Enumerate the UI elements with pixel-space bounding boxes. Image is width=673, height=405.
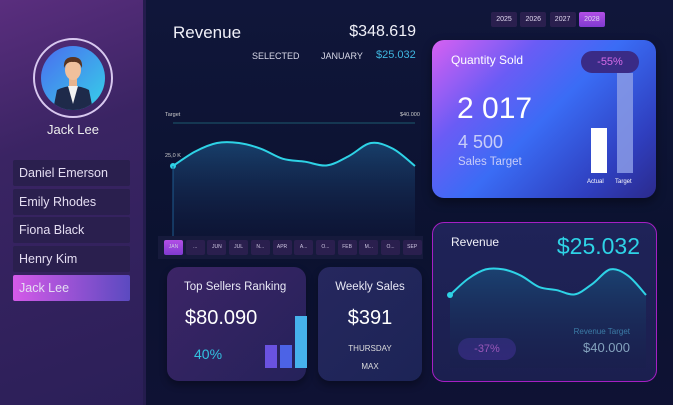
- revenue-card: Revenue $25.032 -37% Revenue Target $40.…: [432, 222, 657, 382]
- month-button[interactable]: SEP: [402, 240, 422, 255]
- top-sellers-card: Top Sellers Ranking $80.090 40%: [167, 267, 307, 381]
- weekly-value: $391: [347, 307, 393, 329]
- ranking-bar: [295, 316, 307, 368]
- quantity-sold-card: Quantity Sold -55% 2 017 4 500 Sales Tar…: [432, 40, 656, 198]
- month-button[interactable]: N...: [250, 240, 270, 255]
- weekly-day: THURSDAY: [348, 344, 392, 353]
- month-button[interactable]: JUN: [207, 240, 227, 255]
- revenue-card-title: Revenue: [451, 235, 500, 249]
- sidebar-person-item[interactable]: Henry Kim: [13, 246, 130, 273]
- revenue-trend-line: [172, 141, 416, 167]
- top-sellers-percent: 40%: [194, 346, 223, 362]
- month-button[interactable]: A...: [294, 240, 314, 255]
- revenue-badge: -37%: [458, 338, 516, 360]
- revenue-target-label: Revenue Target: [573, 327, 630, 336]
- avatar: [33, 38, 113, 118]
- month-button[interactable]: JAN: [164, 240, 183, 255]
- top-sellers-title: Top Sellers Ranking: [184, 281, 287, 293]
- target-bar: [617, 73, 633, 173]
- weekly-max-label: MAX: [361, 362, 379, 371]
- month-button[interactable]: O...: [381, 240, 400, 255]
- sidebar-person-item[interactable]: Fiona Black: [13, 217, 130, 244]
- target-value: $40.000: [400, 112, 420, 118]
- month-button[interactable]: APR: [272, 240, 292, 255]
- selected-month-value: $25.032: [376, 49, 416, 61]
- year-button[interactable]: 2027: [549, 12, 576, 27]
- weekly-title: Weekly Sales: [335, 281, 405, 293]
- user-name: Jack Lee: [46, 122, 100, 137]
- month-button[interactable]: ...: [185, 240, 205, 255]
- selected-label: SELECTED: [252, 51, 300, 61]
- quantity-badge: -55%: [581, 51, 639, 73]
- ranking-bar: [265, 344, 277, 368]
- selected-month: JANUARY: [321, 51, 363, 61]
- year-button[interactable]: 2025: [491, 12, 517, 27]
- revenue-target-value: $40.000: [583, 340, 630, 355]
- sidebar-person-item[interactable]: Daniel Emerson: [13, 160, 130, 186]
- month-button[interactable]: O...: [315, 240, 335, 255]
- target-bar-label: Target: [615, 179, 632, 185]
- quantity-title: Quantity Sold: [451, 53, 524, 67]
- start-value-label: 25,0 K: [165, 153, 181, 159]
- sidebar-person-item[interactable]: Emily Rhodes: [13, 188, 130, 215]
- sidebar-person-item[interactable]: Jack Lee: [13, 274, 130, 301]
- ranking-bar: [280, 344, 292, 368]
- person-avatar-icon: [41, 46, 105, 110]
- revenue-card-value: $25.032: [556, 233, 640, 259]
- month-button[interactable]: JUL: [229, 240, 249, 255]
- year-button[interactable]: 2026: [520, 12, 547, 27]
- actual-bar: [591, 128, 607, 173]
- actual-bar-label: Actual: [587, 179, 604, 185]
- quantity-target: 4 500: [458, 132, 504, 152]
- month-button[interactable]: FEB: [337, 240, 357, 255]
- revenue-trend-area: [173, 142, 415, 236]
- sales-target-label: Sales Target: [458, 156, 522, 168]
- quantity-actual: 2 017: [457, 92, 533, 125]
- revenue-title: Revenue: [173, 23, 242, 42]
- month-button[interactable]: M...: [359, 240, 379, 255]
- revenue-total: $348.619: [349, 23, 416, 40]
- year-button[interactable]: 2028: [578, 12, 605, 27]
- weekly-sales-card: Weekly Sales $391 THURSDAY MAX: [318, 267, 422, 381]
- sidebar: Jack Lee Daniel Emerson Emily Rhodes Fiona…: [0, 0, 146, 405]
- target-label: Target: [165, 112, 181, 118]
- top-sellers-value: $80.090: [185, 307, 258, 329]
